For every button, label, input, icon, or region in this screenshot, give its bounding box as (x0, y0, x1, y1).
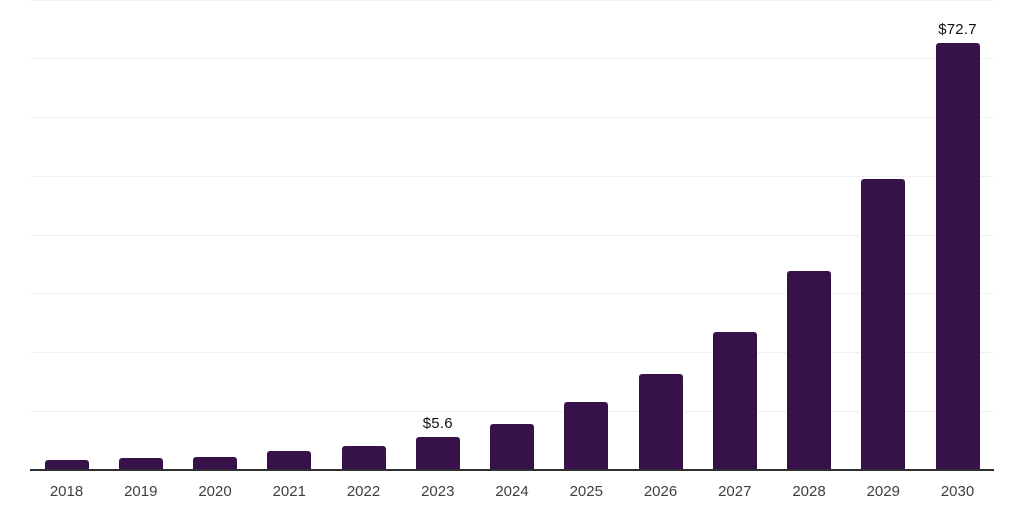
x-tick-label-2030: 2030 (940, 483, 975, 500)
gridline (30, 0, 994, 1)
bar-2021 (267, 451, 312, 470)
bar-2020 (193, 457, 237, 470)
bar-2027 (712, 331, 757, 470)
bar-2026 (638, 374, 683, 470)
gridline (30, 410, 994, 412)
gridline (30, 58, 994, 60)
bar-2022 (341, 445, 386, 470)
bar-2019 (118, 458, 163, 470)
bar-2028 (787, 271, 831, 470)
bar-2029 (861, 179, 906, 470)
value-label-2030: $72.7 (938, 20, 977, 38)
x-axis-line (30, 469, 994, 471)
value-label-2023: $5.6 (422, 415, 453, 433)
x-tick-label-2025: 2025 (569, 483, 603, 500)
x-tick-label-2026: 2026 (643, 483, 678, 500)
gridline (30, 293, 994, 295)
x-tick-label-2020: 2020 (198, 483, 232, 500)
plot-area: $5.6 $72.7 (30, 0, 994, 471)
x-tick-label-2027: 2027 (718, 483, 752, 500)
bar-2018 (44, 460, 89, 470)
x-axis-labels: 2018 2019 2020 2021 2022 2023 2024 2025 2026 2027… (30, 471, 994, 512)
bar-2025 (564, 402, 609, 470)
x-tick-label-2019: 2019 (124, 483, 158, 500)
x-tick-label-2024: 2024 (495, 483, 529, 500)
x-tick-label-2018: 2018 (49, 483, 84, 500)
x-tick-label-2029: 2029 (866, 483, 900, 500)
x-tick-label-2022: 2022 (346, 483, 381, 500)
x-tick-label-2028: 2028 (792, 483, 826, 500)
bar-2023 (415, 437, 460, 470)
bar-2024 (490, 423, 534, 470)
gridline (30, 234, 994, 236)
x-tick-label-2023: 2023 (421, 483, 455, 500)
bar-2030 (935, 42, 980, 470)
bar-chart: $5.6 $72.7 2018 2019 2020 2021 2022 2023 2024 20… (30, 0, 994, 512)
gridline (30, 117, 994, 118)
gridline (30, 175, 994, 177)
gridline (30, 352, 994, 353)
x-tick-label-2021: 2021 (272, 483, 306, 500)
